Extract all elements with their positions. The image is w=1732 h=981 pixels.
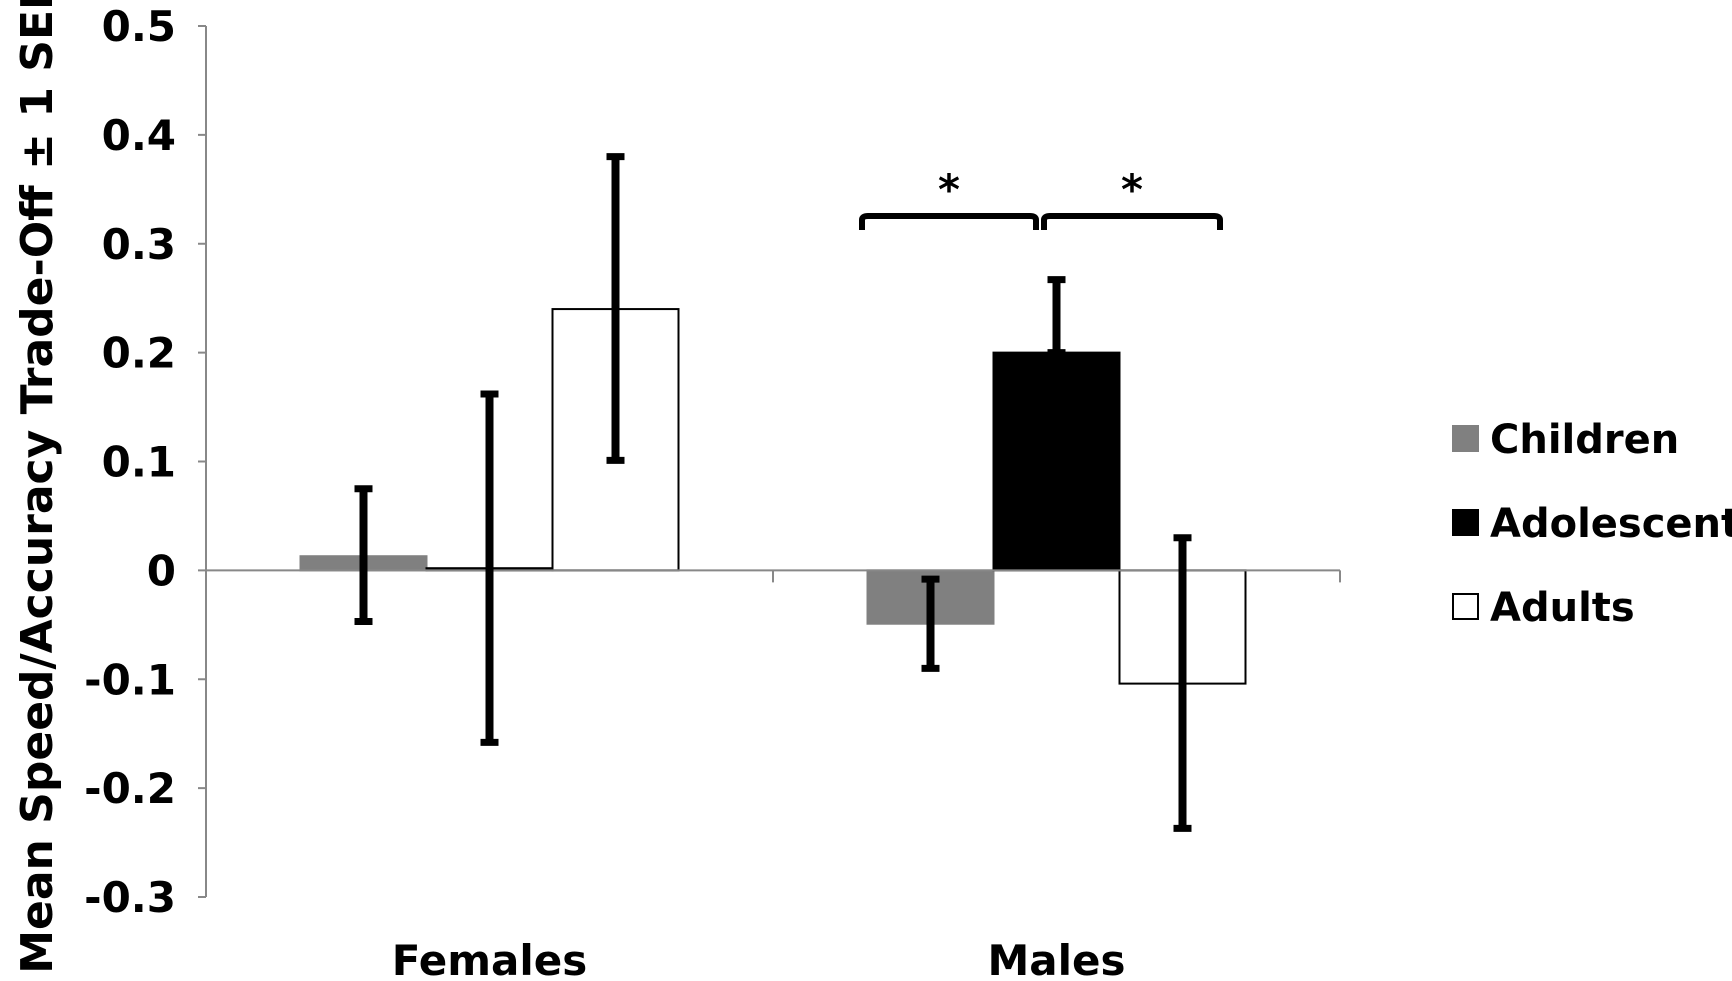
category-label: Males	[987, 936, 1125, 981]
category-label: Females	[392, 936, 587, 981]
y-tick-label: 0.2	[102, 329, 176, 378]
significance-bracket	[1041, 213, 1223, 230]
significance-bracket	[859, 213, 1039, 230]
bar-adolescents-males	[992, 351, 1121, 572]
y-tick-label: -0.3	[84, 873, 176, 922]
y-tick-label: 0.4	[102, 111, 176, 160]
y-tick-label: 0.1	[102, 438, 176, 487]
legend-swatch-adults	[1452, 593, 1479, 620]
y-tick-label: -0.2	[84, 764, 176, 813]
y-axis-label: Mean Speed/Accuracy Trade-Off ± 1 SEM	[12, 0, 63, 974]
y-tick-label: 0.3	[102, 220, 176, 269]
legend-swatch-adolescents	[1452, 509, 1479, 536]
y-tick-label: 0.5	[102, 2, 176, 51]
y-tick-label: -0.1	[84, 655, 176, 704]
significance-star: *	[938, 165, 960, 214]
legend-label: Children	[1490, 417, 1679, 463]
legend-label: Adolescents	[1490, 501, 1732, 547]
significance-star: *	[1121, 165, 1143, 214]
legend-label: Adults	[1490, 585, 1635, 631]
legend-swatch-children	[1452, 425, 1479, 452]
y-tick-label: 0	[147, 546, 176, 595]
